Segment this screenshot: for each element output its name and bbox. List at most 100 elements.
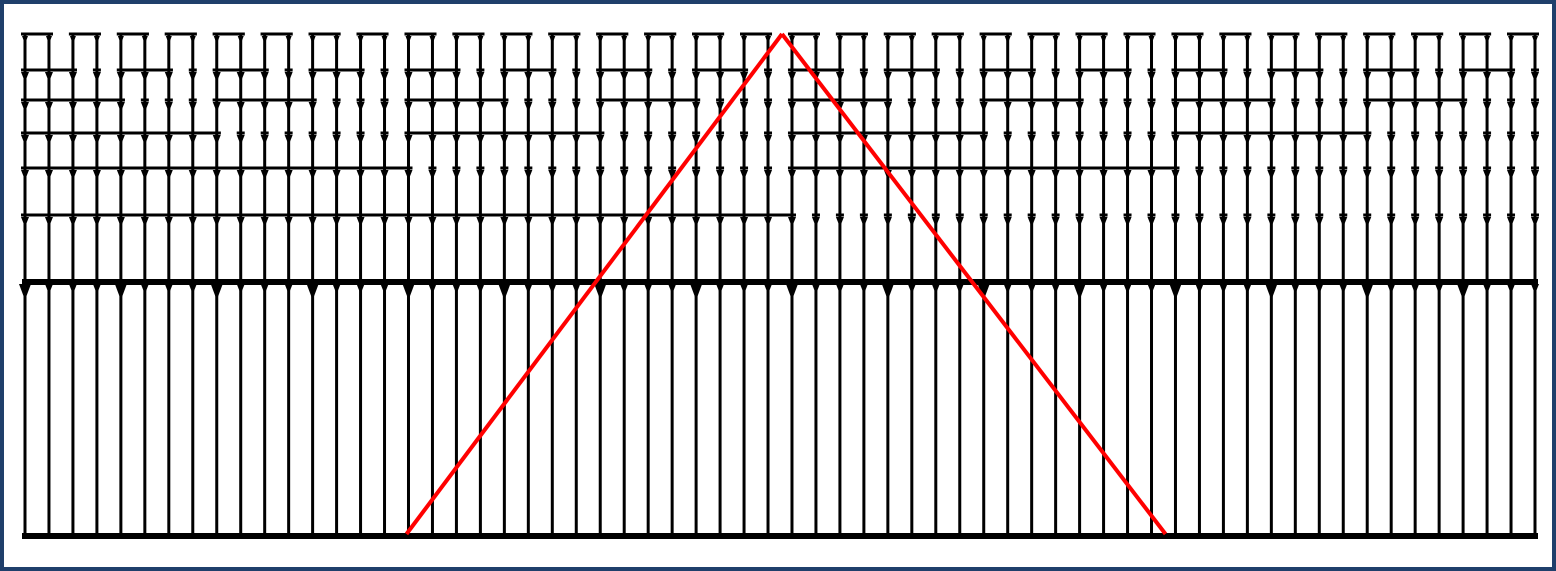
arrowhead bbox=[692, 170, 700, 180]
arrowhead bbox=[812, 217, 820, 227]
arrowhead bbox=[1004, 135, 1012, 145]
arrowhead bbox=[357, 72, 365, 82]
arrowhead bbox=[548, 217, 556, 227]
arrowhead bbox=[93, 102, 101, 112]
arrowhead bbox=[1076, 135, 1084, 145]
arrowhead bbox=[525, 36, 531, 44]
arrowhead bbox=[286, 36, 292, 44]
arrowhead bbox=[213, 135, 221, 145]
arrowhead bbox=[572, 284, 580, 294]
arrowhead bbox=[1507, 135, 1515, 145]
arrowhead bbox=[909, 36, 915, 44]
arrowhead bbox=[524, 102, 532, 112]
arrowhead bbox=[1125, 36, 1131, 44]
arrowhead bbox=[740, 217, 748, 227]
arrowhead bbox=[1339, 170, 1347, 180]
arrowhead bbox=[500, 135, 508, 145]
arrowhead bbox=[668, 72, 676, 82]
arrowhead bbox=[357, 102, 365, 112]
arrowhead bbox=[1076, 170, 1084, 180]
arrowhead bbox=[1291, 135, 1299, 145]
arrowhead bbox=[594, 284, 606, 300]
arrowhead bbox=[1169, 284, 1181, 300]
arrowhead bbox=[549, 36, 555, 44]
arrowhead bbox=[957, 36, 963, 44]
arrowhead bbox=[69, 170, 77, 180]
arrowhead bbox=[45, 135, 53, 145]
arrowhead bbox=[1507, 72, 1515, 82]
arrowhead bbox=[141, 217, 149, 227]
arrowhead bbox=[884, 72, 892, 82]
arrowhead bbox=[1412, 36, 1418, 44]
arrowhead bbox=[1148, 135, 1156, 145]
arrowhead bbox=[476, 170, 484, 180]
arrowhead bbox=[501, 36, 507, 44]
arrowhead bbox=[740, 135, 748, 145]
arrowhead bbox=[980, 135, 988, 145]
arrowhead bbox=[93, 135, 101, 145]
arrowhead bbox=[1435, 102, 1443, 112]
arrowhead bbox=[836, 284, 844, 294]
arrowhead bbox=[117, 135, 125, 145]
arrowhead bbox=[1195, 72, 1203, 82]
arrowhead bbox=[428, 102, 436, 112]
arrowhead bbox=[524, 284, 532, 294]
arrowhead bbox=[1004, 102, 1012, 112]
arrowhead bbox=[307, 284, 319, 300]
arrowhead bbox=[621, 36, 627, 44]
arrowhead bbox=[1195, 284, 1203, 294]
arrowhead bbox=[740, 102, 748, 112]
arrowhead bbox=[1219, 284, 1227, 294]
arrowhead bbox=[404, 135, 412, 145]
arrowhead bbox=[1053, 36, 1059, 44]
arrowhead bbox=[908, 284, 916, 294]
arrowhead bbox=[572, 72, 580, 82]
arrowhead bbox=[213, 170, 221, 180]
arrowhead bbox=[452, 284, 460, 294]
arrowhead bbox=[1363, 135, 1371, 145]
arrowhead bbox=[1339, 284, 1347, 294]
arrowhead bbox=[1291, 72, 1299, 82]
arrowhead bbox=[165, 72, 173, 82]
arrowhead bbox=[333, 102, 341, 112]
arrowhead bbox=[1483, 170, 1491, 180]
arrowhead bbox=[1195, 217, 1203, 227]
arrowhead bbox=[1315, 102, 1323, 112]
arrowhead bbox=[117, 102, 125, 112]
arrowhead bbox=[1004, 72, 1012, 82]
arrowhead bbox=[1364, 36, 1370, 44]
arrowhead bbox=[1243, 284, 1251, 294]
arrowhead bbox=[93, 217, 101, 227]
arrowhead bbox=[115, 284, 127, 300]
arrowhead bbox=[764, 102, 772, 112]
arrowhead bbox=[788, 72, 796, 82]
arrowhead bbox=[932, 135, 940, 145]
arrowhead bbox=[524, 135, 532, 145]
arrowhead bbox=[1531, 217, 1539, 227]
arrowhead bbox=[428, 284, 436, 294]
arrowhead bbox=[860, 217, 868, 227]
arrowhead bbox=[309, 217, 317, 227]
arrowhead bbox=[1460, 36, 1466, 44]
arrowhead bbox=[1124, 170, 1132, 180]
arrowhead bbox=[1459, 217, 1467, 227]
arrowhead bbox=[1028, 72, 1036, 82]
arrowhead bbox=[1531, 284, 1539, 294]
arrowhead bbox=[1291, 284, 1299, 294]
arrowhead bbox=[1339, 135, 1347, 145]
arrowhead bbox=[237, 102, 245, 112]
arrowhead bbox=[189, 72, 197, 82]
arrowhead bbox=[141, 72, 149, 82]
arrowhead bbox=[956, 217, 964, 227]
arrowhead bbox=[572, 135, 580, 145]
arrowhead bbox=[1195, 135, 1203, 145]
arrowhead bbox=[932, 72, 940, 82]
arrowhead bbox=[836, 170, 844, 180]
arrowhead bbox=[1195, 170, 1203, 180]
arrowhead bbox=[309, 170, 317, 180]
arrowhead bbox=[1101, 36, 1107, 44]
arrowhead bbox=[1148, 217, 1156, 227]
arrowhead bbox=[428, 217, 436, 227]
arrowhead bbox=[597, 36, 603, 44]
arrowhead bbox=[740, 284, 748, 294]
